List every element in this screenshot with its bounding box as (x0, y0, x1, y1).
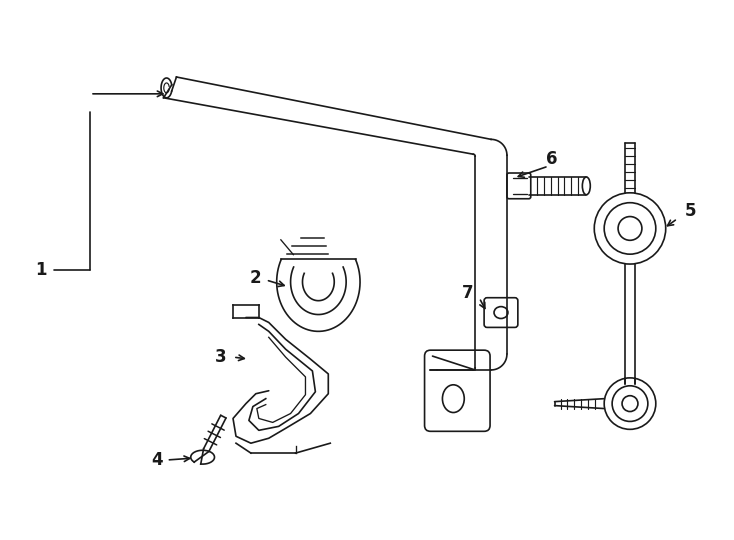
Text: 1: 1 (34, 261, 46, 279)
Text: 7: 7 (462, 284, 473, 302)
Text: 2: 2 (250, 269, 261, 287)
Text: 5: 5 (685, 201, 697, 220)
Text: 4: 4 (150, 451, 162, 469)
Text: 3: 3 (215, 348, 227, 366)
Text: 6: 6 (546, 150, 557, 168)
